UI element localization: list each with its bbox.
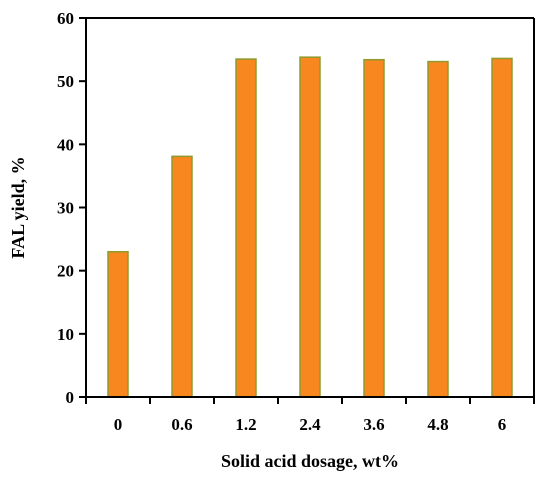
y-tick-label: 30: [57, 199, 74, 218]
x-tick-label: 2.4: [299, 415, 321, 434]
bar-3.6: [363, 58, 385, 398]
x-tick-label: 1.2: [235, 415, 256, 434]
bars-group: [107, 56, 513, 398]
bar-2.4: [299, 56, 321, 398]
bar-6: [491, 57, 513, 398]
bar-4.8: [427, 60, 449, 398]
y-tick-label: 40: [57, 135, 74, 154]
y-tick-label: 20: [57, 262, 74, 281]
x-axis-title: Solid acid dosage, wt%: [221, 451, 399, 471]
y-ticks-group: 0 10 20 30 40 50 60: [57, 9, 86, 407]
x-tick-label: 0: [114, 415, 123, 434]
bar-0.6: [171, 155, 193, 398]
y-tick-label: 10: [57, 325, 74, 344]
y-axis-title: FAL yield, %: [8, 156, 28, 258]
y-tick-label: 0: [66, 388, 75, 407]
x-tick-label: 0.6: [171, 415, 192, 434]
bar-1.2: [235, 58, 257, 398]
x-ticks-group: 0 0.6 1.2 2.4 3.6 4.8 6: [85, 397, 535, 434]
x-tick-label: 3.6: [363, 415, 384, 434]
y-tick-label: 60: [57, 9, 74, 28]
x-tick-label: 4.8: [427, 415, 448, 434]
x-tick-label: 6: [498, 415, 507, 434]
bar-0: [107, 250, 129, 398]
y-tick-label: 50: [57, 72, 74, 91]
